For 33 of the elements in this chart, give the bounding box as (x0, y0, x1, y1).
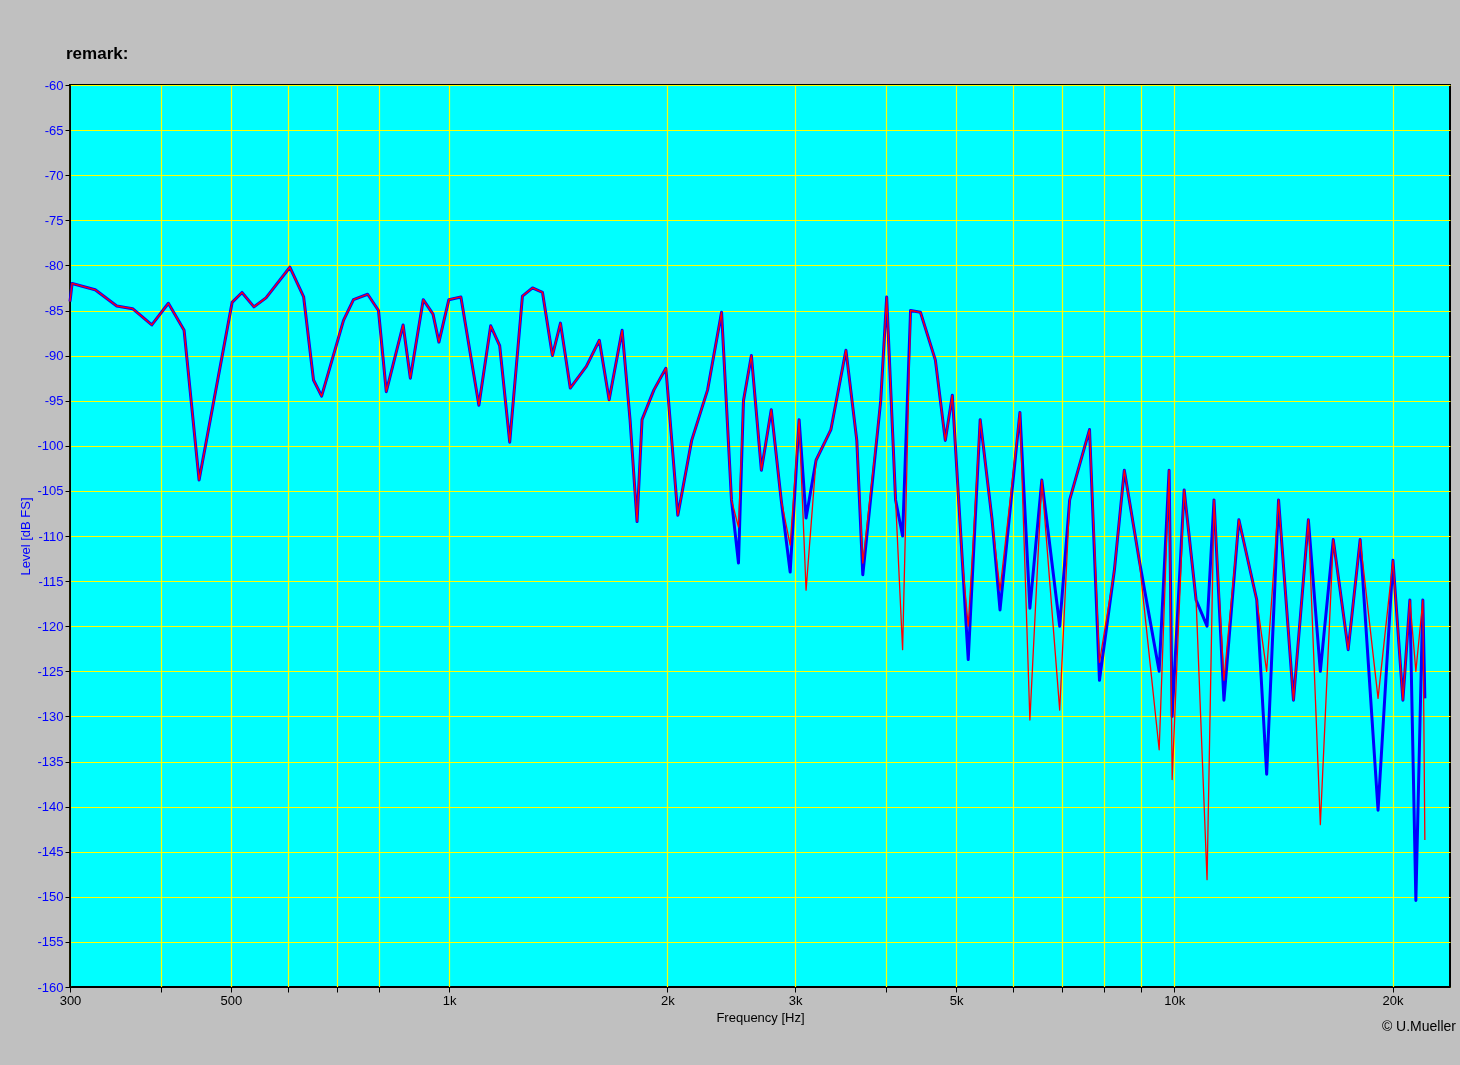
y-tick-label: -160 (37, 979, 64, 995)
y-tick-label: -155 (37, 934, 64, 950)
x-tick-label: 2k (661, 992, 676, 1008)
y-tick-label: -150 (37, 889, 64, 905)
y-tick-label: -145 (37, 844, 64, 860)
y-tick-label: -115 (38, 573, 64, 589)
y-tick-label: -105 (37, 483, 64, 499)
y-tick-label: -95 (44, 393, 64, 409)
y-axis-title: Level [dB FS] (18, 497, 34, 576)
y-tick-label: -120 (37, 618, 64, 634)
x-tick-label: 1k (442, 992, 458, 1008)
x-tick-label: 20k (1382, 992, 1405, 1008)
x-tick-label: 500 (220, 992, 243, 1008)
text: © U.Mueller (1381, 1018, 1456, 1034)
x-tick-label: 3k (788, 992, 803, 1008)
y-tick-label: -60 (44, 77, 64, 93)
y-tick-label: -130 (37, 708, 64, 724)
y-tick-label: -100 (37, 438, 64, 454)
x-tick-label: 300 (59, 992, 82, 1008)
y-tick-label: -135 (37, 754, 64, 769)
y-tick-label: -65 (44, 122, 64, 138)
x-axis-title: Frequency [Hz] (716, 1009, 805, 1025)
y-tick-label: -75 (44, 212, 64, 228)
y-tick-label: -110 (38, 528, 64, 544)
y-tick-label: -125 (37, 663, 64, 679)
y-tick-label: -140 (37, 799, 64, 815)
y-tick-label: -80 (44, 257, 64, 273)
y-tick-label: -70 (44, 167, 64, 183)
text: remark: (66, 44, 129, 64)
x-tick-label: 10k (1164, 992, 1186, 1008)
y-tick-label: -85 (44, 303, 64, 318)
y-tick-label: -90 (44, 348, 64, 364)
x-tick-label: 5k (949, 992, 964, 1008)
